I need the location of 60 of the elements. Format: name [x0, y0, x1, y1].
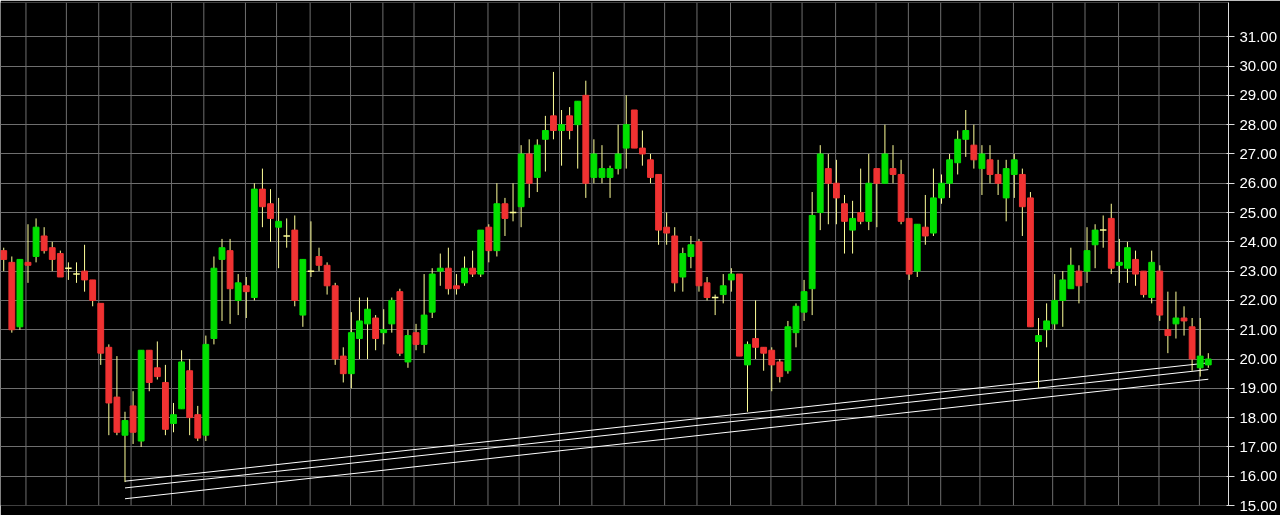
- candlestick: [0, 247, 8, 272]
- y-tick-label: 19.00: [1239, 379, 1278, 397]
- candlestick: [541, 115, 549, 173]
- candlestick: [372, 314, 380, 351]
- y-tick-label: 18.00: [1239, 408, 1278, 426]
- candlestick: [1180, 305, 1188, 337]
- candlestick: [275, 197, 283, 269]
- y-tick-label: 16.00: [1239, 467, 1278, 485]
- candlestick: [282, 217, 291, 249]
- candlestick: [380, 308, 388, 345]
- candlestick: [218, 238, 226, 322]
- candlestick: [72, 261, 81, 284]
- y-tick-label: 26.00: [1239, 174, 1278, 192]
- candlestick: [1164, 291, 1172, 354]
- candlestick: [1099, 214, 1108, 249]
- candlestick: [841, 194, 848, 255]
- candlestick: [558, 109, 565, 167]
- y-tick-label: 29.00: [1239, 86, 1278, 104]
- candlestick: [306, 220, 315, 278]
- candlestick: [873, 168, 881, 228]
- y-tick-label: 21.00: [1239, 320, 1278, 338]
- candlestick: [170, 402, 177, 433]
- candlestick: [622, 94, 630, 170]
- y-tick-label: 22.00: [1239, 291, 1278, 309]
- candlestick: [1075, 264, 1083, 304]
- candlestick: [849, 200, 856, 255]
- y-tick-label: 23.00: [1239, 262, 1278, 280]
- y-tick-label: 27.00: [1239, 144, 1278, 162]
- y-tick-label: 25.00: [1239, 203, 1278, 221]
- candlestick: [566, 106, 574, 140]
- candlestick: [234, 273, 242, 316]
- candlestick: [550, 71, 557, 140]
- candlestick: [436, 253, 444, 287]
- candlestick: [744, 340, 751, 413]
- candlestick: [921, 194, 929, 246]
- y-tick-label: 15.00: [1239, 496, 1278, 514]
- candlestick: [857, 168, 865, 225]
- y-tick-label: 20.00: [1239, 350, 1278, 368]
- y-tick-label: 17.00: [1239, 437, 1278, 455]
- y-tick-label: 30.00: [1239, 57, 1278, 75]
- y-tick-label: 31.00: [1239, 27, 1278, 45]
- candlestick: [574, 100, 582, 170]
- y-tick-label: 28.00: [1239, 115, 1278, 133]
- candlestick: [719, 273, 727, 304]
- candlestick: [970, 124, 978, 170]
- candlestick: [727, 267, 735, 293]
- candlestick: [461, 255, 468, 287]
- y-tick-label: 24.00: [1239, 232, 1278, 250]
- candlestick: [412, 323, 420, 351]
- candlestick: [24, 223, 32, 284]
- candlestick: [1035, 317, 1042, 389]
- candlestick: [121, 411, 129, 483]
- candlestick: [315, 247, 323, 272]
- candlestick: [1172, 291, 1180, 340]
- candlestick: [978, 144, 986, 196]
- candlestick: [388, 297, 396, 334]
- candlestick: [242, 276, 250, 319]
- candlestick: [485, 223, 493, 263]
- candlestick: [469, 250, 477, 278]
- candlestick: [1083, 226, 1091, 284]
